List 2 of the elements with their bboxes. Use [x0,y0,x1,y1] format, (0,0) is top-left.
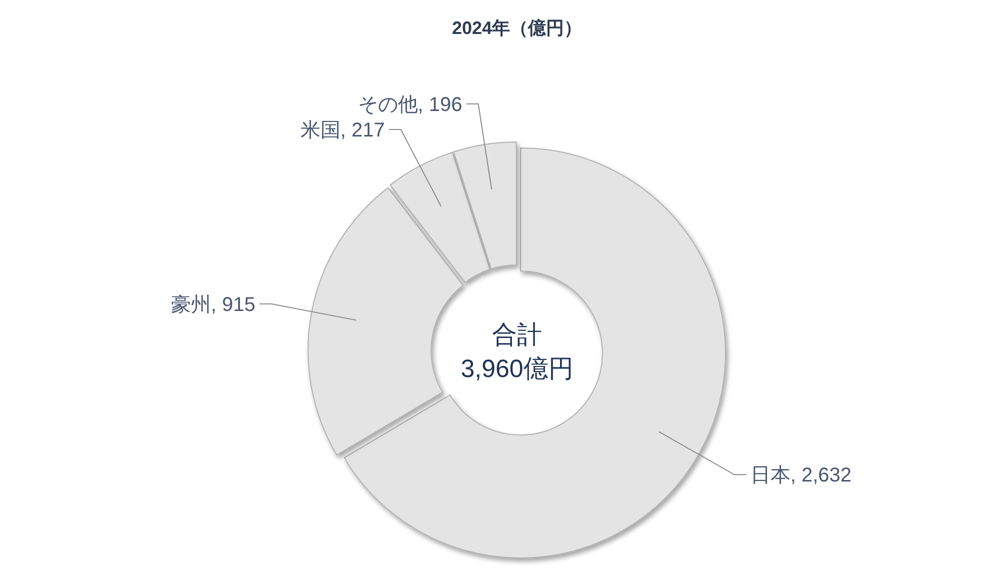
title: 2024年（億円） [452,18,582,38]
annotation: 合計 3,960億円 [460,321,574,383]
